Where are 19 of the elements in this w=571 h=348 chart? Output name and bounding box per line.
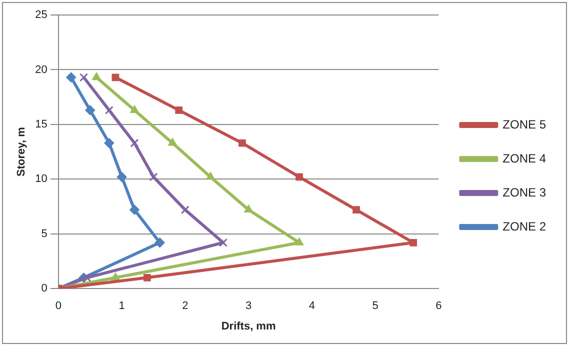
y-tick-label: 10 <box>35 173 48 186</box>
legend-label: ZONE 2 <box>502 219 546 234</box>
x-tick-label: 6 <box>436 300 442 312</box>
x-tick-label: 5 <box>372 300 378 312</box>
x-tick-label: 4 <box>308 300 315 312</box>
x-tick-label: 1 <box>118 300 125 312</box>
y-tick-label: 20 <box>35 64 48 76</box>
y-tick-label: 5 <box>41 228 48 240</box>
x-axis-title: Drifts, mm <box>221 320 276 332</box>
x-tick-label: 3 <box>245 300 252 312</box>
legend-label: ZONE 3 <box>502 185 546 200</box>
y-axis-title: Storey, m <box>16 126 28 176</box>
y-tick-label: 15 <box>35 118 48 130</box>
y-tick-label: 25 <box>35 9 48 22</box>
legend-label: ZONE 4 <box>502 151 546 166</box>
y-tick-label: 0 <box>41 282 48 295</box>
x-tick-label: 0 <box>55 300 62 312</box>
x-tick-label: 2 <box>182 300 188 312</box>
legend-label: ZONE 5 <box>502 117 546 132</box>
